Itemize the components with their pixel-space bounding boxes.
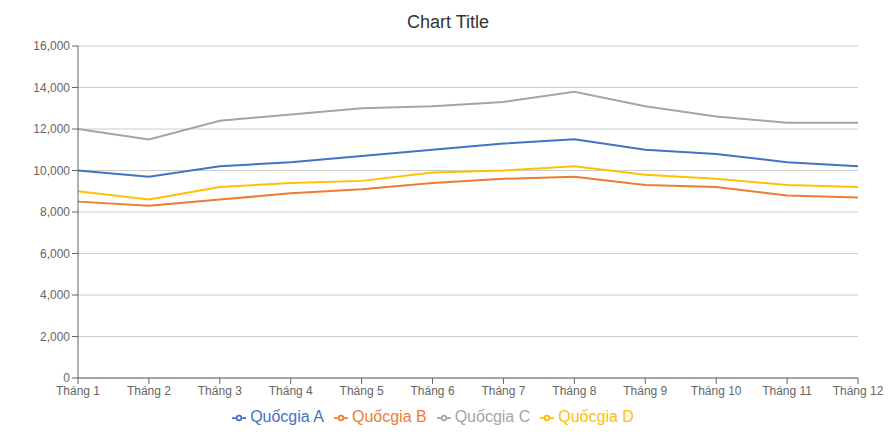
svg-text:14,000: 14,000 [33, 81, 70, 95]
svg-text:2,000: 2,000 [40, 330, 70, 344]
svg-text:Tháng 4: Tháng 4 [269, 384, 313, 398]
svg-text:12,000: 12,000 [33, 122, 70, 136]
svg-text:8,000: 8,000 [40, 205, 70, 219]
svg-text:Tháng 2: Tháng 2 [127, 384, 171, 398]
html-text:Chart Title: Chart Title [407, 12, 489, 32]
svg-text:6,000: 6,000 [40, 247, 70, 261]
svg-text:Tháng 7: Tháng 7 [481, 384, 525, 398]
svg-text:Tháng 6: Tháng 6 [411, 384, 455, 398]
svg-text:Tháng 5: Tháng 5 [340, 384, 384, 398]
svg-text:Tháng 11: Tháng 11 [762, 384, 812, 398]
html-text:Quốcgia D: Quốcgia D [558, 408, 634, 425]
svg-text:16,000: 16,000 [33, 39, 70, 53]
svg-text:Tháng 9: Tháng 9 [623, 384, 667, 398]
html-text:Quốcgia C: Quốcgia C [454, 408, 531, 425]
svg-text:Tháng 3: Tháng 3 [198, 384, 242, 398]
svg-text:10,000: 10,000 [33, 164, 70, 178]
svg-text:Tháng 1: Tháng 1 [56, 384, 100, 398]
svg-text:Tháng 8: Tháng 8 [552, 384, 596, 398]
svg-text:Tháng 12: Tháng 12 [833, 384, 884, 398]
svg-text:4,000: 4,000 [40, 288, 70, 302]
svg-text:0: 0 [63, 371, 70, 385]
html-text:Quốcgia A: Quốcgia A [250, 408, 324, 425]
svg-text:Tháng 10: Tháng 10 [691, 384, 742, 398]
html-text:Quốcgia B: Quốcgia B [352, 408, 427, 425]
